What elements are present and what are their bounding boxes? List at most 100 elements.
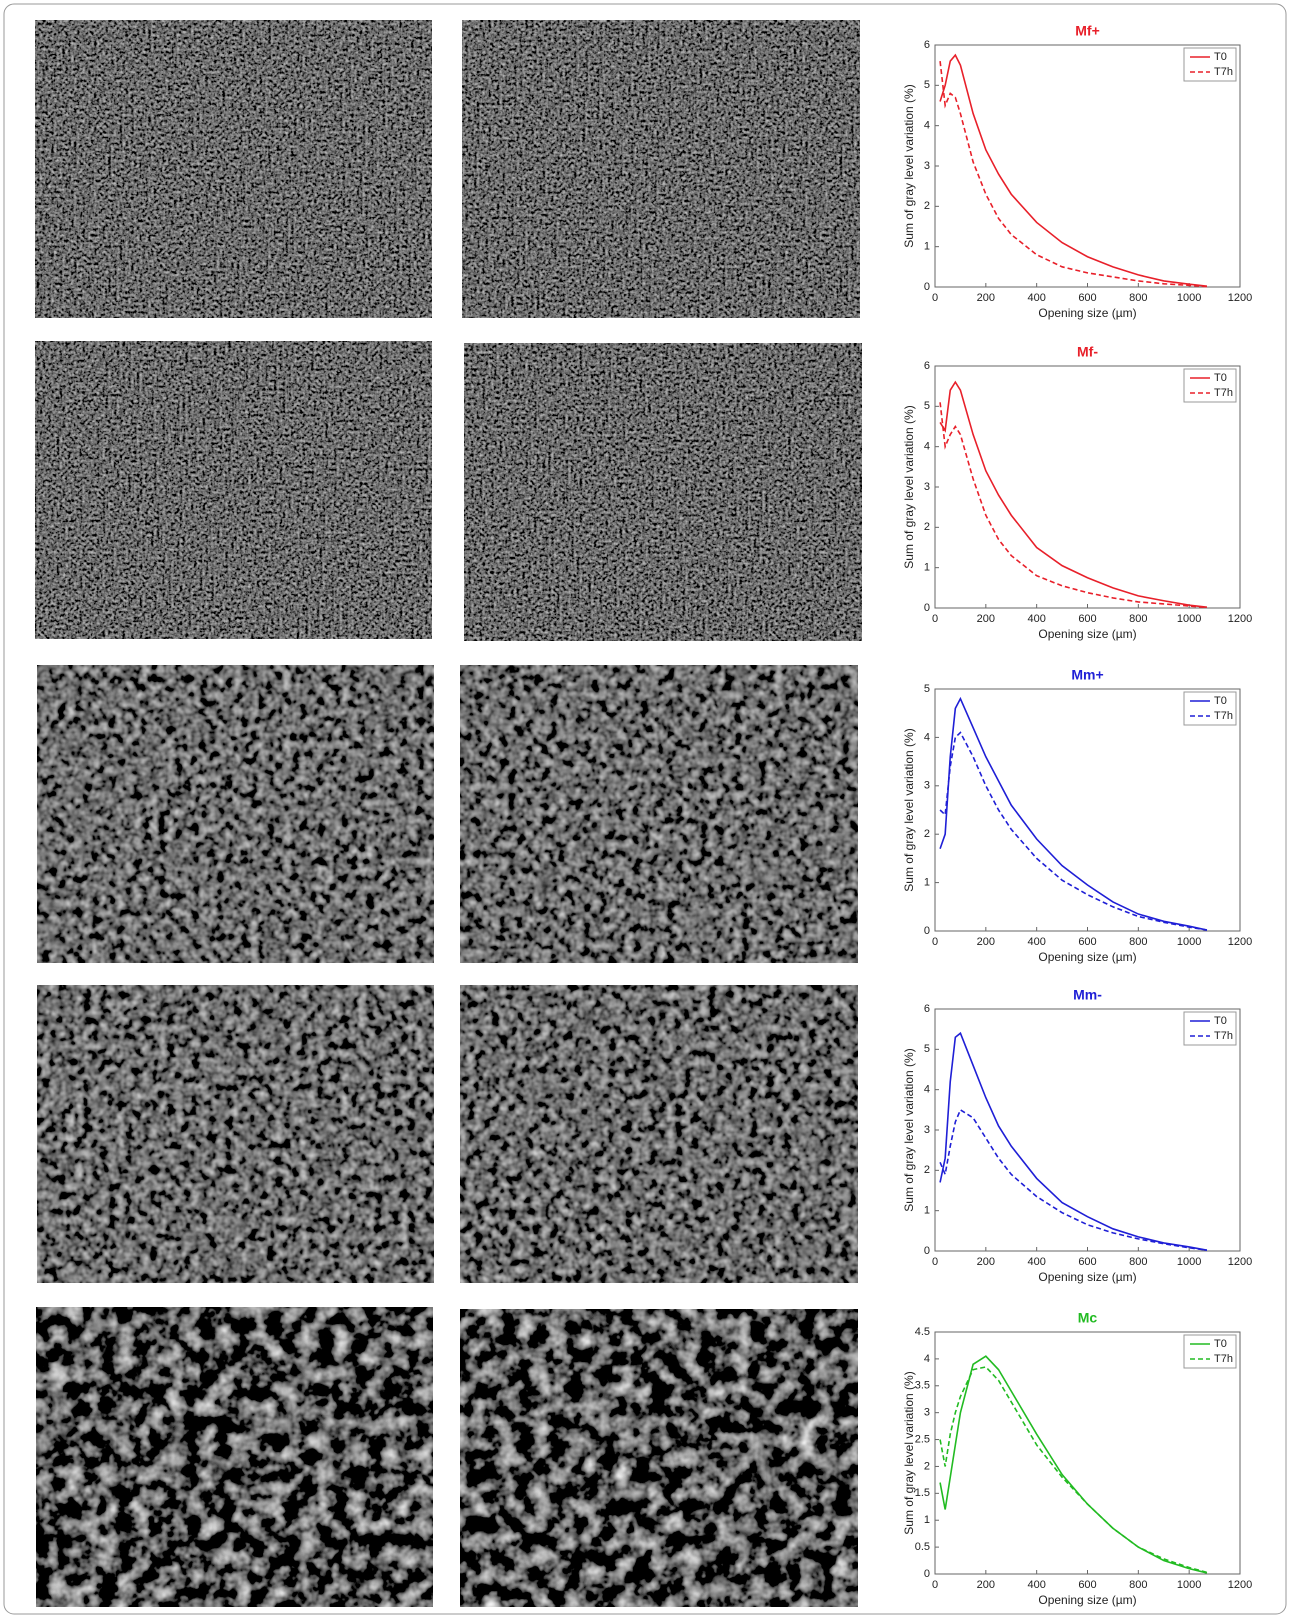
micrograph bbox=[460, 985, 858, 1283]
chart-title: Mm- bbox=[1073, 987, 1102, 1003]
x-tick-label: 600 bbox=[1078, 292, 1096, 304]
legend-box bbox=[1183, 368, 1237, 403]
micrograph bbox=[37, 665, 434, 963]
x-axis-label: Opening size (µm) bbox=[1038, 950, 1136, 964]
x-axis-label: Opening size (µm) bbox=[1038, 1270, 1136, 1284]
legend-label: T0 bbox=[1214, 51, 1227, 63]
x-tick-label: 1000 bbox=[1177, 1579, 1201, 1591]
micrograph bbox=[464, 343, 862, 641]
x-tick-label: 200 bbox=[977, 292, 995, 304]
y-tick-label: 2 bbox=[924, 1164, 930, 1176]
y-axis-label: Sum of gray level variation (%) bbox=[902, 405, 916, 568]
x-tick-label: 800 bbox=[1129, 292, 1147, 304]
series-line bbox=[939, 402, 1208, 609]
y-tick-label: 0 bbox=[924, 281, 930, 293]
x-tick-label: 800 bbox=[1129, 936, 1147, 948]
series-line bbox=[939, 1031, 1208, 1251]
x-tick-label: 0 bbox=[932, 1579, 938, 1591]
y-tick-label: 2.5 bbox=[915, 1433, 930, 1445]
legend-label: T7h bbox=[1214, 387, 1233, 399]
y-tick-label: 2 bbox=[924, 1460, 930, 1472]
y-tick-label: 3 bbox=[924, 160, 930, 172]
series-line bbox=[939, 380, 1208, 608]
x-tick-label: 800 bbox=[1129, 1579, 1147, 1591]
y-axis-label: Sum of gray level variation (%) bbox=[902, 84, 916, 247]
x-tick-label: 200 bbox=[977, 1256, 995, 1268]
series-line bbox=[939, 696, 1208, 931]
micrograph bbox=[460, 1309, 858, 1607]
micrograph bbox=[35, 20, 432, 318]
y-tick-label: 6 bbox=[924, 360, 930, 372]
y-tick-label: 2 bbox=[924, 521, 930, 533]
x-tick-label: 1000 bbox=[1177, 292, 1201, 304]
series-line bbox=[939, 61, 1208, 288]
y-tick-label: 3 bbox=[924, 1407, 930, 1419]
x-tick-label: 0 bbox=[932, 613, 938, 625]
y-tick-label: 4 bbox=[924, 441, 930, 453]
x-tick-label: 800 bbox=[1129, 1256, 1147, 1268]
micrograph bbox=[37, 985, 434, 1283]
y-tick-label: 3 bbox=[924, 481, 930, 493]
legend-box bbox=[1183, 1011, 1237, 1046]
y-tick-label: 4 bbox=[924, 731, 930, 743]
y-tick-label: 5 bbox=[924, 1043, 930, 1055]
chart-title: Mf+ bbox=[1075, 23, 1100, 39]
y-tick-label: 1 bbox=[924, 562, 930, 574]
legend-box bbox=[1183, 47, 1237, 82]
legend-label: T0 bbox=[1214, 1015, 1227, 1027]
y-tick-label: 0 bbox=[924, 925, 930, 937]
x-axis-label: Opening size (µm) bbox=[1038, 627, 1136, 641]
y-tick-label: 5 bbox=[924, 79, 930, 91]
series-line bbox=[939, 53, 1208, 287]
x-tick-label: 1200 bbox=[1228, 1579, 1252, 1591]
y-tick-label: 2 bbox=[924, 828, 930, 840]
y-tick-label: 3 bbox=[924, 1124, 930, 1136]
legend-label: T7h bbox=[1214, 1030, 1233, 1042]
y-tick-label: 4 bbox=[924, 120, 930, 132]
series-line bbox=[939, 1355, 1208, 1574]
x-axis-label: Opening size (µm) bbox=[1038, 306, 1136, 320]
legend-box bbox=[1183, 1334, 1237, 1369]
x-tick-label: 600 bbox=[1078, 613, 1096, 625]
legend-label: T0 bbox=[1214, 695, 1227, 707]
x-tick-label: 800 bbox=[1129, 613, 1147, 625]
y-axis-label: Sum of gray level variation (%) bbox=[902, 728, 916, 891]
series-line bbox=[939, 1366, 1208, 1574]
y-tick-label: 3 bbox=[924, 780, 930, 792]
x-tick-label: 0 bbox=[932, 292, 938, 304]
y-tick-label: 1 bbox=[924, 877, 930, 889]
legend-label: T7h bbox=[1214, 66, 1233, 78]
x-tick-label: 600 bbox=[1078, 1579, 1096, 1591]
y-tick-label: 4 bbox=[924, 1353, 930, 1365]
x-tick-label: 200 bbox=[977, 936, 995, 948]
micrograph bbox=[35, 341, 432, 639]
x-tick-label: 1200 bbox=[1228, 1256, 1252, 1268]
y-axis-label: Sum of gray level variation (%) bbox=[902, 1048, 916, 1211]
y-tick-label: 5 bbox=[924, 683, 930, 695]
x-tick-label: 200 bbox=[977, 1579, 995, 1591]
micrograph bbox=[460, 665, 858, 963]
y-tick-label: 0.5 bbox=[915, 1541, 930, 1553]
x-axis-label: Opening size (µm) bbox=[1038, 1593, 1136, 1607]
y-tick-label: 0 bbox=[924, 1245, 930, 1257]
legend-label: T0 bbox=[1214, 372, 1227, 384]
y-tick-label: 1 bbox=[924, 1514, 930, 1526]
x-tick-label: 0 bbox=[932, 1256, 938, 1268]
legend-label: T7h bbox=[1214, 710, 1233, 722]
x-tick-label: 400 bbox=[1027, 1579, 1045, 1591]
y-tick-label: 0 bbox=[924, 602, 930, 614]
y-axis-label: Sum of gray level variation (%) bbox=[902, 1371, 916, 1534]
chart-title: Mc bbox=[1078, 1310, 1098, 1326]
y-tick-label: 1.5 bbox=[915, 1487, 930, 1499]
x-tick-label: 400 bbox=[1027, 613, 1045, 625]
x-tick-label: 400 bbox=[1027, 936, 1045, 948]
y-tick-label: 4 bbox=[924, 1084, 930, 1096]
y-tick-label: 6 bbox=[924, 39, 930, 51]
x-tick-label: 400 bbox=[1027, 1256, 1045, 1268]
x-tick-label: 400 bbox=[1027, 292, 1045, 304]
x-tick-label: 1000 bbox=[1177, 936, 1201, 948]
x-tick-label: 600 bbox=[1078, 1256, 1096, 1268]
chart-title: Mf- bbox=[1077, 344, 1098, 360]
x-tick-label: 1000 bbox=[1177, 613, 1201, 625]
